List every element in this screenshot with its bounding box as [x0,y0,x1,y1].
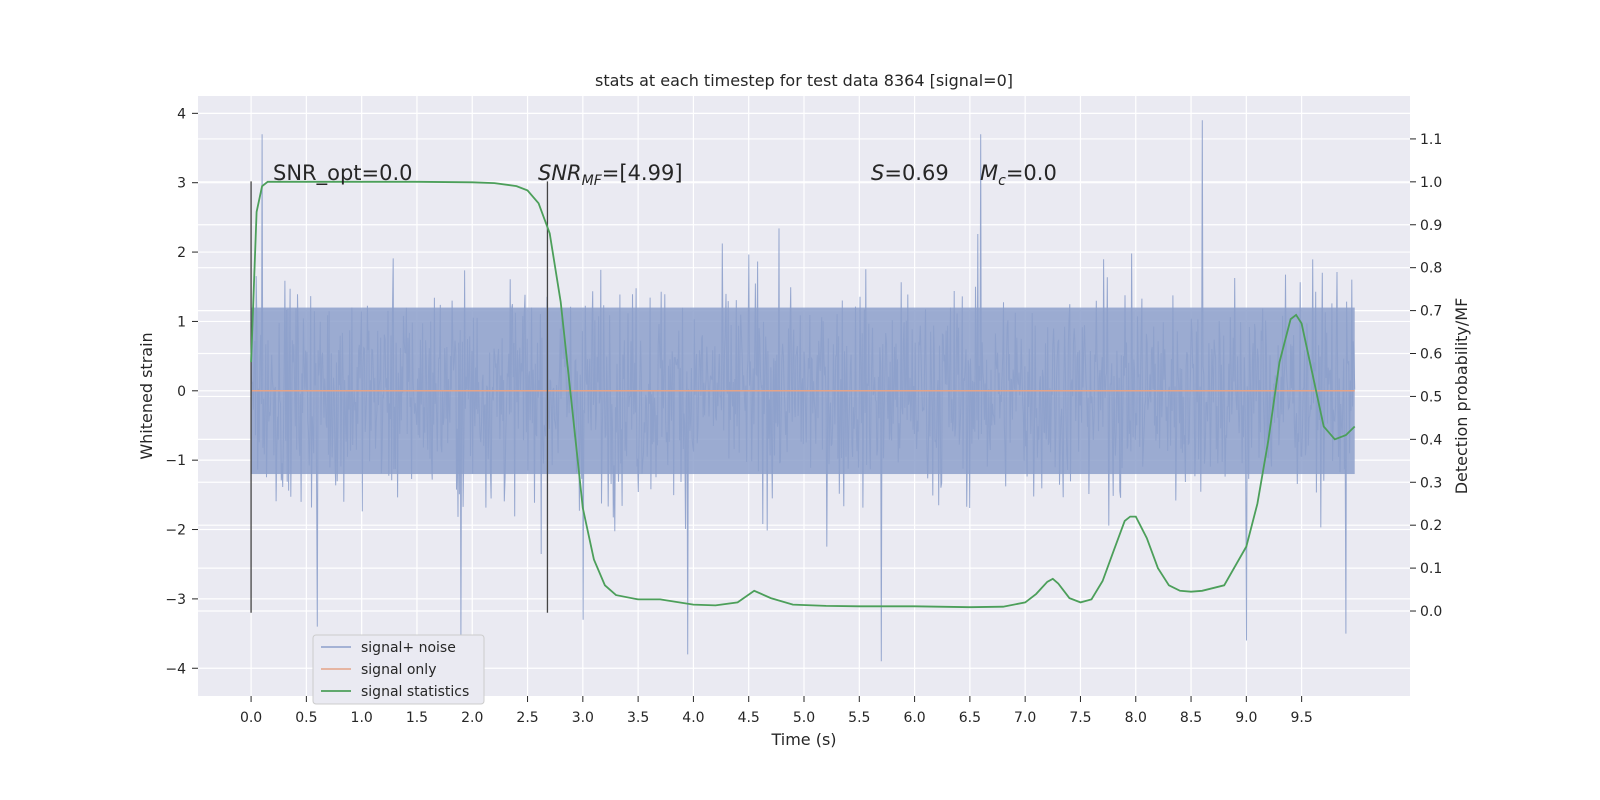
noise-trace [250,120,1356,662]
y-tick-label: 1 [177,314,186,330]
x-tick-label: 5.5 [848,710,870,726]
snr-mf-sub: MF [582,173,603,189]
x-tick-label: 3.0 [572,710,594,726]
s-symbol: S [871,161,884,185]
right-y-tick-label: 1.1 [1420,132,1442,148]
x-tick-label: 7.5 [1069,710,1091,726]
right-y-tick-label: 1.0 [1420,175,1442,191]
x-tick-label: 8.0 [1125,710,1147,726]
right-y-tick-label: 0.4 [1420,432,1442,448]
x-tick-label: 4.5 [738,710,760,726]
x-axis-label: Time (s) [770,730,836,749]
snr-opt-annotation: SNR_opt=0.0 [273,161,413,186]
right-y-tick-label: 0.0 [1420,604,1442,620]
right-y-axis-label: Detection probability/MF [1452,298,1471,495]
x-tick-label: 2.0 [461,710,483,726]
vertical-markers [250,181,549,613]
legend-label-signal-statistics: signal statistics [361,684,469,700]
s-annotation: S=0.69 [871,161,949,185]
x-tick-label: 3.5 [627,710,649,726]
x-tick-label: 7.0 [1014,710,1036,726]
right-y-tick-label: 0.5 [1420,389,1442,405]
x-tick-label: 0.0 [240,710,262,726]
right-y-tick-label: 0.2 [1420,518,1442,534]
right-y-tick-label: 0.6 [1420,347,1442,363]
x-tick-label: 9.0 [1235,710,1257,726]
x-tick-label: 6.0 [903,710,925,726]
x-tick-label: 2.5 [516,710,538,726]
legend-box [312,634,485,705]
mc-symbol: M [980,161,998,185]
legend-label-signal-plus-noise: signal+ noise [361,640,456,656]
s-value: =0.69 [884,161,948,185]
chart-title: stats at each timestep for test data 836… [595,71,1013,90]
y-tick-label: 2 [177,245,186,261]
right-y-axis-ticks: 1.1 1.0 0.9 0.8 0.7 0.6 0.5 0.4 0.3 0.2 0.1 0.0 [1410,132,1442,620]
x-tick-label: 1.0 [351,710,373,726]
x-tick-label: 0.5 [295,710,317,726]
mc-sub: c [998,173,1006,189]
x-tick-label: 8.5 [1180,710,1202,726]
y-tick-label: 0 [177,384,186,400]
right-y-tick-label: 0.8 [1420,261,1442,277]
legend-label-signal-only: signal only [361,662,436,678]
x-tick-label: 5.0 [793,710,815,726]
snr-mf-annotation: SNRMF=[4.99] [538,161,683,189]
x-tick-label: 9.5 [1290,710,1312,726]
y-tick-label: −3 [165,592,186,608]
y-tick-label: −2 [165,523,186,539]
right-y-tick-label: 0.3 [1420,475,1442,491]
y-tick-label: −1 [165,453,186,469]
y-tick-label: 3 [177,176,186,192]
mc-annotation: Mc=0.0 [980,161,1057,189]
legend: signal+ noise signal only signal statist… [312,634,485,705]
snr-mf-base: SNR [538,161,582,185]
x-tick-label: 4.0 [682,710,704,726]
mc-value: =0.0 [1006,161,1057,185]
right-y-tick-label: 0.1 [1420,561,1442,577]
x-tick-label: 1.5 [406,710,428,726]
right-y-tick-label: 0.9 [1420,218,1442,234]
x-axis-ticks: 0.0 0.5 1.0 1.5 2.0 2.5 3.0 3.5 4.0 4.5 5.0 5.5 6.0 6… [240,696,1313,726]
y-tick-label: 4 [177,106,186,122]
y-tick-label: −4 [165,661,186,677]
y-axis-label: Whitened strain [137,332,156,459]
right-y-tick-label: 0.7 [1420,304,1442,320]
signal-statistics-line [250,180,1356,609]
snr-mf-value: =[4.99] [602,161,683,185]
y-axis-ticks: 4 3 2 1 0 −1 −2 −3 −4 [165,106,198,677]
x-tick-label: 6.5 [959,710,981,726]
